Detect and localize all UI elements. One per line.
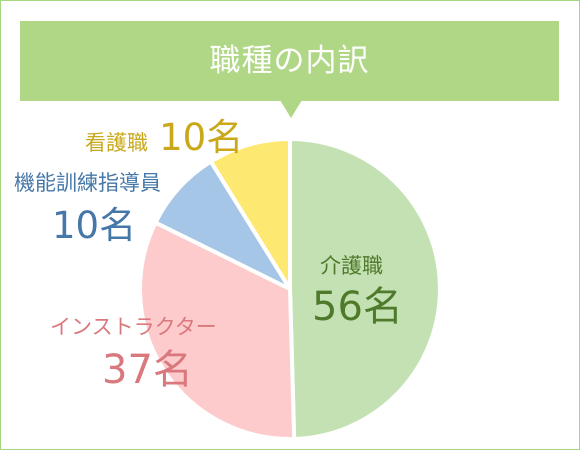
pie-slice-instructor bbox=[138, 220, 297, 441]
label-instructor-count: 37名 bbox=[102, 347, 193, 393]
label-kango-count: 10名 bbox=[159, 116, 244, 159]
label-kaigo-name: 介護職 bbox=[320, 254, 383, 278]
title-banner bbox=[20, 21, 559, 101]
pie-slice-kango bbox=[208, 137, 292, 291]
chart-title: 職種の内訳 bbox=[209, 43, 370, 79]
label-kaigo-count: 56名 bbox=[312, 284, 403, 330]
pie-slice-kaigo bbox=[288, 137, 442, 441]
label-kinou-count: 10名 bbox=[52, 204, 137, 247]
label-kango: 看護職 10名 bbox=[85, 119, 243, 156]
label-kango-name: 看護職 bbox=[85, 131, 148, 155]
label-instructor-name: インストラクター bbox=[50, 315, 217, 339]
label-kinou-name: 機能訓練指導員 bbox=[14, 171, 161, 195]
title-banner-pointer bbox=[280, 100, 302, 118]
